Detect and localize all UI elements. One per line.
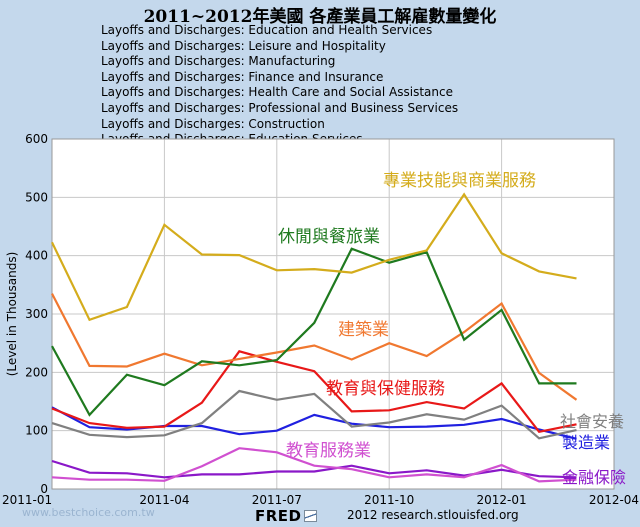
series-line bbox=[51, 247, 577, 417]
plot-border bbox=[51, 138, 615, 490]
x-tick-label: 2011-10 bbox=[364, 493, 414, 507]
fred-logo[interactable]: FRED bbox=[255, 507, 317, 525]
fred-logo-text: FRED bbox=[255, 507, 302, 525]
series-list-item: Layoffs and Discharges: Construction bbox=[101, 116, 325, 131]
series-list-item: Layoffs and Discharges: Education and He… bbox=[101, 23, 433, 37]
series-list-item: Layoffs and Discharges: Professional and… bbox=[101, 100, 459, 115]
x-tick-label: 2011-01 bbox=[2, 493, 52, 507]
y-tick-label: 400 bbox=[25, 249, 48, 263]
x-tick-label: 2011-07 bbox=[252, 493, 302, 507]
series-line bbox=[51, 192, 577, 322]
series-line bbox=[51, 389, 577, 440]
series-label: 金融保險 bbox=[562, 468, 626, 487]
series-line bbox=[51, 350, 577, 434]
y-tick-label: 0 bbox=[40, 482, 48, 496]
y-tick-label: 100 bbox=[25, 424, 48, 438]
series-list-item: Layoffs and Discharges: Finance and Insu… bbox=[101, 69, 384, 84]
series-line bbox=[51, 447, 577, 483]
series-line bbox=[51, 459, 577, 479]
series-line bbox=[51, 293, 578, 401]
series-label: 休閒與餐旅業 bbox=[278, 227, 380, 247]
y-axis-label: (Level in Thousands) bbox=[5, 252, 19, 377]
x-tick-label: 2012-04 bbox=[589, 493, 639, 507]
chart-icon bbox=[303, 510, 317, 522]
y-tick-label: 200 bbox=[25, 365, 48, 379]
y-tick-label: 500 bbox=[25, 190, 48, 204]
y-tick-label: 300 bbox=[25, 307, 48, 321]
series-label: 專業技能與商業服務 bbox=[383, 171, 536, 191]
x-tick-label: 2012-01 bbox=[477, 493, 527, 507]
series-list-item: Layoffs and Discharges: Manufacturing bbox=[101, 54, 336, 69]
series-list-item: Layoffs and Discharges: Health Care and … bbox=[101, 85, 453, 100]
series-list-item: Layoffs and Discharges: Leisure and Hosp… bbox=[101, 38, 386, 53]
y-tick-label: 600 bbox=[25, 132, 48, 146]
series-label: 教育服務業 bbox=[286, 441, 371, 461]
chart-title: 2011~2012年美國 各產業員工解雇數量變化 bbox=[143, 7, 497, 27]
series-label: 建築業 bbox=[338, 320, 389, 340]
watermark: www.bestchoice.com.tw bbox=[22, 506, 155, 519]
series-label: 社會安養 bbox=[560, 412, 624, 431]
x-tick-label: 2011-04 bbox=[139, 493, 189, 507]
series-label: 教育與保健服務 bbox=[326, 379, 445, 399]
source-credit: 2012 research.stlouisfed.org bbox=[347, 508, 519, 522]
series-label: 製造業 bbox=[562, 433, 610, 452]
